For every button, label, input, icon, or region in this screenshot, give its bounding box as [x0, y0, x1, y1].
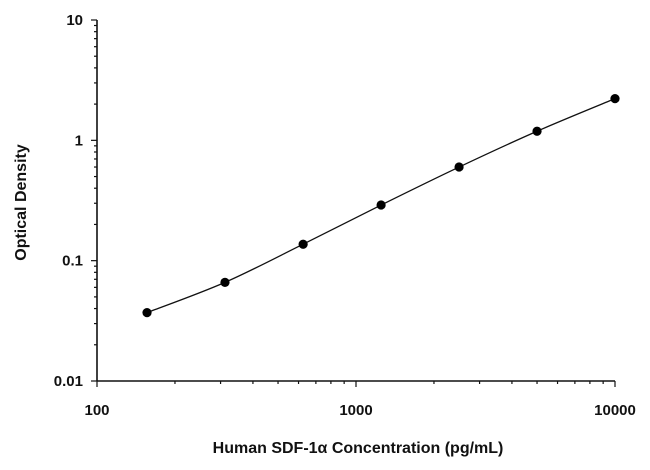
- data-point: [532, 126, 542, 136]
- x-tick-label: 100: [84, 402, 109, 419]
- data-point: [220, 277, 230, 287]
- data-point: [610, 94, 620, 104]
- axes: [96, 20, 615, 382]
- x-tick-label: 10000: [594, 402, 636, 419]
- data-point: [454, 162, 464, 172]
- x-axis-title: Human SDF-1α Concentration (pg/mL): [213, 440, 504, 457]
- y-tick-label: 0.01: [54, 373, 83, 390]
- x-ticks: [96, 381, 616, 387]
- y-axis-title: Optical Density: [13, 144, 30, 261]
- y-tick-label: 10: [66, 12, 83, 29]
- y-tick-labels: 10 1 0.1 0.01: [54, 12, 83, 390]
- data-points: [142, 94, 620, 318]
- y-tick-label: 1: [75, 132, 83, 149]
- y-tick-label: 0.1: [62, 253, 83, 270]
- data-point: [142, 308, 152, 318]
- x-tick-label: 1000: [339, 402, 372, 419]
- data-point: [376, 200, 386, 210]
- data-point: [298, 239, 308, 249]
- y-ticks: [91, 19, 97, 382]
- x-tick-labels: 100 1000 10000: [84, 402, 635, 419]
